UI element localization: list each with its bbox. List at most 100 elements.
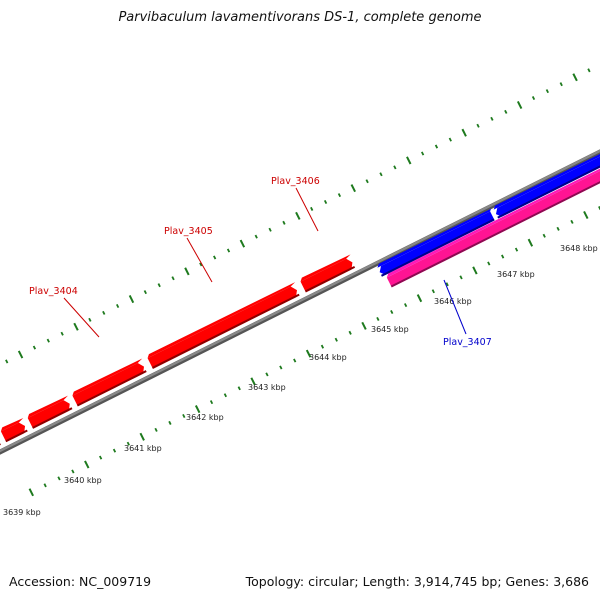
track-tick xyxy=(393,165,397,170)
track-tick xyxy=(587,68,591,73)
gene-shade xyxy=(76,370,147,407)
accession-label: Accession: NC_009719 xyxy=(9,574,152,589)
track-tick xyxy=(559,82,563,87)
track-tick xyxy=(199,262,203,267)
gene-shade xyxy=(497,165,600,219)
forward-gene[interactable] xyxy=(0,431,1,451)
track-tick xyxy=(490,116,494,121)
gene-shade xyxy=(0,443,1,446)
forward-gene[interactable] xyxy=(0,418,28,443)
track-tick xyxy=(139,432,145,441)
reverse-gene[interactable] xyxy=(493,140,600,219)
backbone-shadow xyxy=(0,149,600,455)
track-tick xyxy=(99,455,103,460)
track-tick xyxy=(60,331,64,336)
track-tick xyxy=(143,290,147,295)
track-tick xyxy=(305,349,312,358)
track-tick xyxy=(254,234,258,239)
scale-tick-label: 3647 kbp xyxy=(497,270,535,279)
track-tick xyxy=(126,441,130,446)
track-tick xyxy=(84,460,90,469)
track-tick xyxy=(194,405,201,414)
gene-shade xyxy=(381,218,495,277)
gene-bevel xyxy=(27,395,68,419)
gene-label[interactable]: Plav_3405 xyxy=(164,226,213,237)
track-tick xyxy=(128,295,135,304)
track-tick xyxy=(116,303,120,309)
track-tick xyxy=(459,275,463,280)
track-tick xyxy=(487,261,491,266)
track-tick xyxy=(28,488,34,497)
scale-tick-label: 3640 kbp xyxy=(64,476,102,485)
gene-shade xyxy=(152,293,300,369)
gene-bevel xyxy=(493,153,600,210)
track-tick xyxy=(445,282,449,287)
track-tick xyxy=(310,206,314,211)
track-tick xyxy=(293,358,297,363)
gene-face xyxy=(386,171,600,288)
gene-bevel xyxy=(72,358,143,396)
track-tick xyxy=(431,289,435,294)
scale-tick-label: 3645 kbp xyxy=(371,325,409,334)
track-tick xyxy=(542,233,546,238)
track-tick xyxy=(461,128,467,137)
gene-label-leader xyxy=(295,187,319,232)
track-tick xyxy=(226,248,231,253)
gene-bevel xyxy=(386,168,600,278)
track-tick xyxy=(213,255,217,260)
forward-gene[interactable] xyxy=(27,395,73,429)
genome-summary: Topology: circular; Length: 3,914,745 bp… xyxy=(245,574,589,589)
track-tick xyxy=(572,73,578,82)
gene-bevel xyxy=(0,418,24,432)
gene-shade xyxy=(5,429,28,443)
track-tick xyxy=(361,321,367,330)
gene-shade xyxy=(32,407,73,429)
track-tick xyxy=(295,211,301,220)
track-tick xyxy=(334,337,338,342)
track-tick xyxy=(531,96,536,101)
gene-bevel xyxy=(147,282,296,359)
rna-feature[interactable] xyxy=(386,151,600,288)
gene-bevel xyxy=(377,208,492,268)
track-tick xyxy=(420,151,425,156)
forward-gene[interactable] xyxy=(147,282,300,369)
gene-label[interactable]: Plav_3407 xyxy=(443,337,492,348)
track-tick xyxy=(209,400,214,405)
forward-gene[interactable] xyxy=(300,254,356,293)
track-tick xyxy=(17,350,24,359)
track-tick xyxy=(88,317,92,322)
track-tick xyxy=(514,247,519,252)
track-tick xyxy=(154,427,158,432)
gene-face xyxy=(300,258,353,293)
scale-tick-label: 3648 kbp xyxy=(560,244,598,253)
track-tick xyxy=(250,377,256,386)
track-tick xyxy=(112,448,117,453)
track-tick xyxy=(337,193,342,198)
track-tick xyxy=(223,393,227,398)
forward-gene[interactable] xyxy=(72,358,147,407)
scale-tick-label: 3641 kbp xyxy=(124,444,162,453)
reverse-gene[interactable] xyxy=(377,208,495,277)
track-tick xyxy=(282,220,286,225)
inner-tick-track xyxy=(28,206,600,497)
gene-shade xyxy=(390,181,600,288)
track-tick xyxy=(390,310,394,315)
track-tick xyxy=(5,359,9,364)
gene-label-leader xyxy=(63,297,100,338)
track-tick xyxy=(365,179,369,184)
gene-label-leader xyxy=(443,279,467,335)
track-tick xyxy=(376,316,380,321)
gene-label[interactable]: Plav_3404 xyxy=(29,286,78,297)
track-tick xyxy=(239,239,246,248)
map-title: Parvibaculum lavamentivorans DS-1, compl… xyxy=(118,10,482,25)
gene-label[interactable]: Plav_3406 xyxy=(271,176,320,187)
track-tick xyxy=(504,109,508,114)
scale-tick-label: 3639 kbp xyxy=(3,508,41,517)
track-tick xyxy=(545,89,549,94)
scale-tick-label: 3643 kbp xyxy=(248,383,286,392)
track-tick xyxy=(73,322,79,331)
track-tick xyxy=(237,386,241,391)
track-tick xyxy=(268,227,272,232)
track-tick xyxy=(71,469,75,474)
